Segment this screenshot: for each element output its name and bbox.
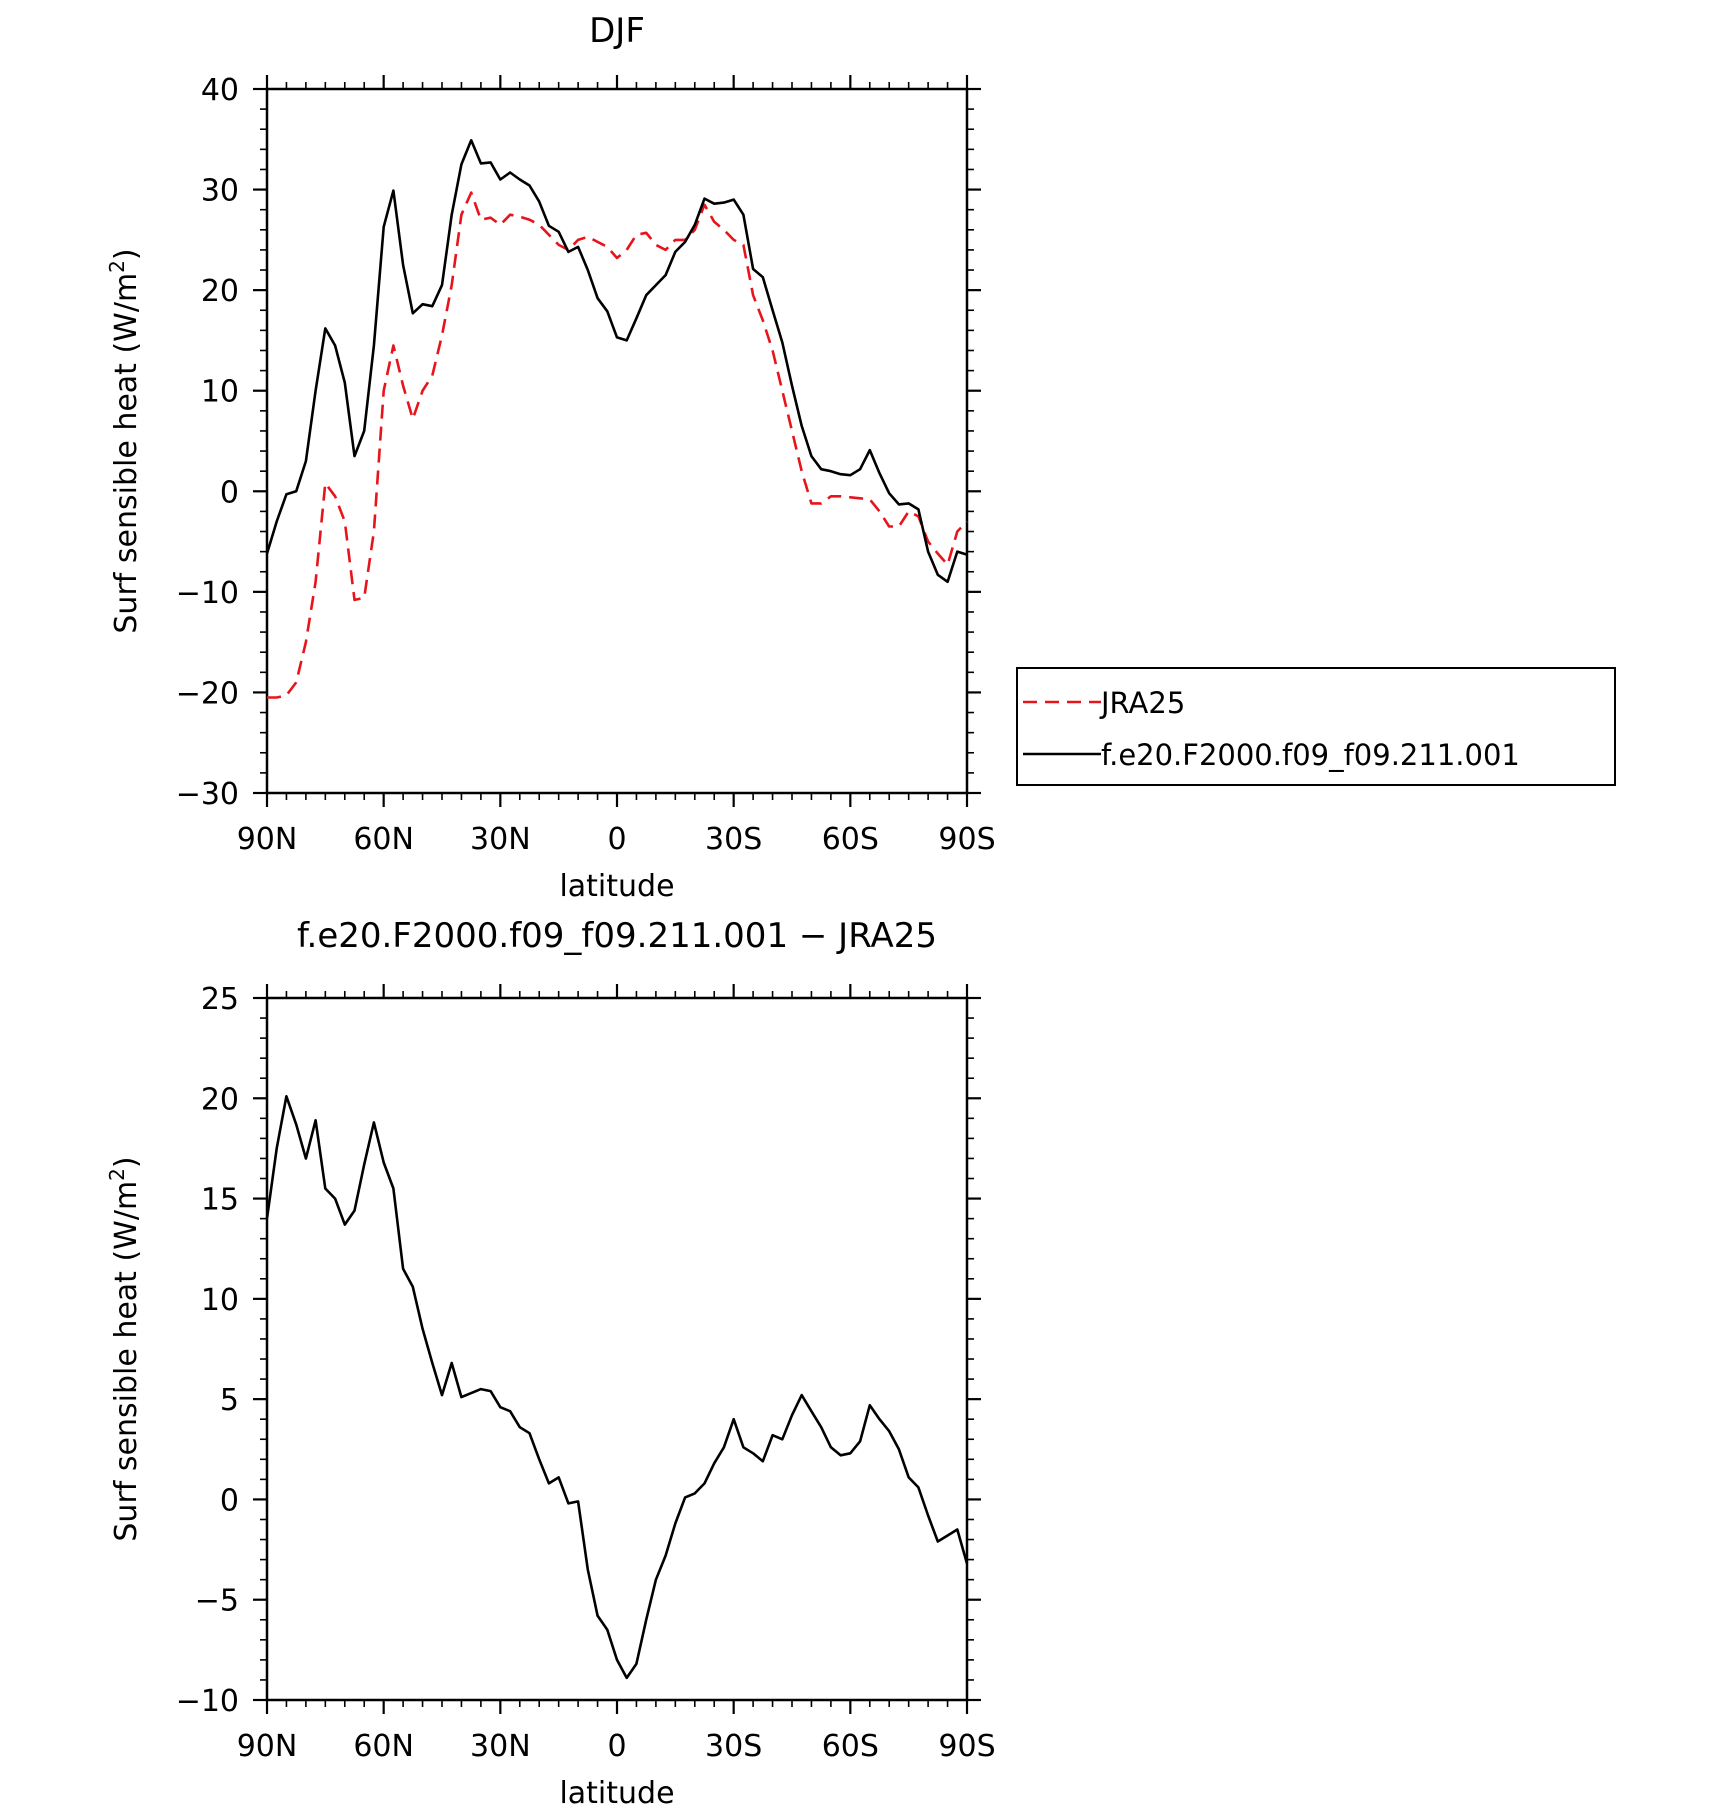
y-tick-label: −5 — [195, 1584, 239, 1619]
series-line-1 — [265, 1095, 969, 1680]
legend-label: JRA25 — [1099, 686, 1185, 720]
legend-label: f.e20.F2000.f09_f09.211.001 — [1101, 738, 1520, 772]
x-tick-label: 30S — [705, 822, 762, 857]
y-tick-label: 5 — [220, 1383, 239, 1418]
x-tick-label: 60N — [353, 822, 414, 857]
y-tick-label: −30 — [176, 777, 239, 812]
x-tick-label: 90S — [938, 822, 995, 857]
y-tick-label: 40 — [201, 73, 239, 108]
legend: JRA25 f.e20.F2000.f09_f09.211.001 — [1016, 667, 1616, 786]
series-line-2 — [265, 139, 968, 584]
x-tick-label: 60S — [822, 822, 879, 857]
legend-box — [1016, 667, 1616, 786]
x-tick-label: 0 — [607, 1729, 626, 1764]
y-tick-label: 10 — [201, 375, 239, 410]
y-tick-label: 10 — [201, 1283, 239, 1318]
y-tick-label: 15 — [201, 1183, 239, 1218]
y-tick-label: −20 — [176, 676, 239, 711]
chart-title: DJF — [589, 11, 645, 51]
x-tick-label: 60S — [822, 1729, 879, 1764]
chart-title: f.e20.F2000.f09_f09.211.001 − JRA25 — [297, 916, 937, 956]
y-axis-label: Surf sensible heat (W/m2) — [105, 248, 144, 633]
y-tick-label: 0 — [220, 475, 239, 510]
y-tick-label: −10 — [176, 576, 239, 611]
x-tick-label: 30N — [470, 822, 531, 857]
plot-frame — [265, 996, 969, 1702]
plot-frame — [265, 87, 969, 795]
x-tick-label: 90N — [237, 822, 298, 857]
x-tick-label: 90N — [237, 1729, 298, 1764]
x-tick-label: 60N — [353, 1729, 414, 1764]
series-line-1 — [267, 191, 968, 699]
y-tick-label: 20 — [201, 274, 239, 309]
y-tick-label: 25 — [201, 982, 239, 1017]
x-tick-label: 30S — [705, 1729, 762, 1764]
x-tick-label: 30N — [470, 1729, 531, 1764]
y-tick-label: 30 — [201, 174, 239, 209]
y-tick-label: 0 — [220, 1483, 239, 1518]
x-tick-label: 0 — [607, 822, 626, 857]
chart-panel-1: DJF 90N 60N 30N 0 30S 60S 90S −30 −20 −10 0 10 20 30 40… — [105, 11, 1616, 904]
x-tick-label: 90S — [938, 1729, 995, 1764]
x-axis-label: latitude — [559, 869, 674, 904]
y-tick-label: −10 — [176, 1684, 239, 1719]
y-tick-label: 20 — [201, 1082, 239, 1117]
chart-panel-2: f.e20.F2000.f09_f09.211.001 − JRA25 90N 60… — [105, 916, 996, 1811]
y-axis-label: Surf sensible heat (W/m2) — [105, 1156, 144, 1541]
x-axis-label: latitude — [559, 1776, 674, 1811]
